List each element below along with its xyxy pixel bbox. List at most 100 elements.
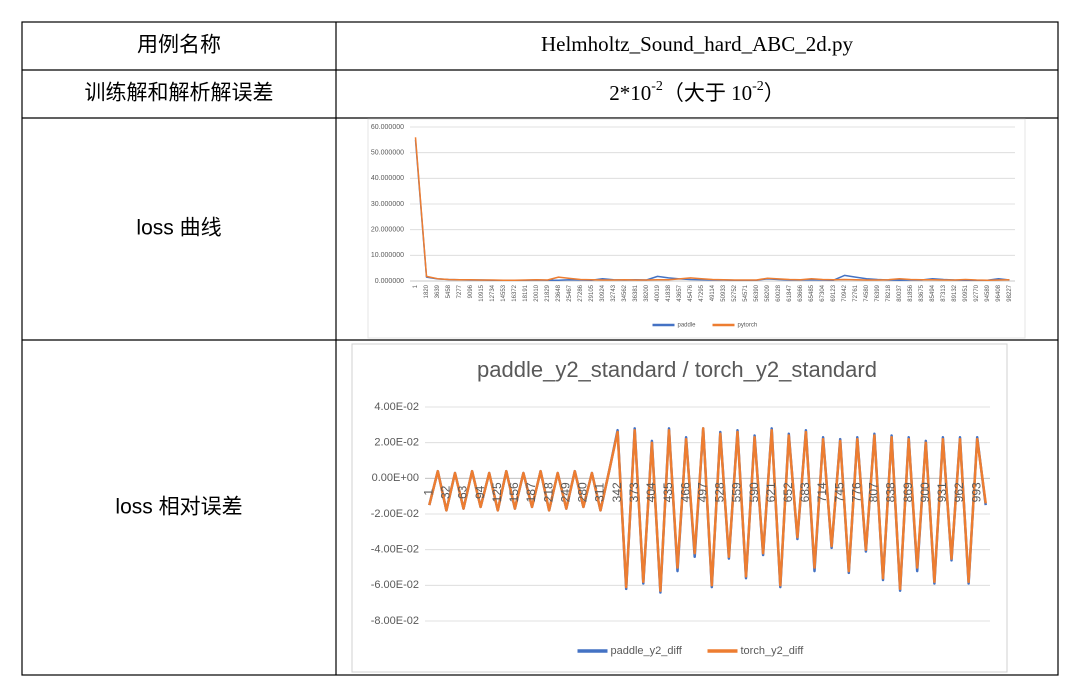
- x-tick-label: 65485: [809, 284, 815, 301]
- x-tick-label: 56390: [754, 284, 760, 301]
- x-tick-label: 83675: [919, 284, 925, 301]
- x-tick-label: 5458: [446, 284, 452, 298]
- x-tick-label: 54571: [743, 284, 749, 301]
- x-tick-label: 29105: [589, 284, 595, 301]
- x-tick-label: 218: [541, 482, 555, 502]
- x-tick-label: 559: [730, 482, 744, 502]
- text-part: （大于 10: [663, 81, 752, 105]
- legend-label: paddle: [678, 323, 697, 329]
- y-tick-label: -4.00E-02: [371, 544, 419, 556]
- x-tick-label: 714: [815, 482, 829, 502]
- x-tick-label: 776: [849, 482, 863, 502]
- x-tick-label: 36381: [633, 284, 639, 301]
- x-tick-label: 30924: [600, 284, 606, 301]
- x-tick-label: 90951: [963, 284, 969, 301]
- x-tick-label: 80037: [897, 284, 903, 301]
- x-tick-label: 683: [798, 482, 812, 502]
- x-tick-label: 45476: [688, 284, 694, 301]
- chart-frame: [351, 343, 1008, 673]
- legend-label: pytorch: [738, 323, 758, 329]
- y-tick-label: -8.00E-02: [371, 615, 419, 627]
- x-tick-label: 67304: [820, 284, 826, 301]
- x-tick-label: 27286: [578, 284, 584, 301]
- chart-frame: [367, 118, 1026, 339]
- x-tick-label: 373: [627, 482, 641, 502]
- y-tick-label: 30.000000: [371, 201, 404, 208]
- x-tick-label: 838: [884, 482, 898, 502]
- x-tick-label: 25467: [567, 284, 573, 301]
- x-tick-label: 72761: [853, 284, 859, 301]
- cell-label: loss 曲线: [136, 217, 221, 240]
- x-tick-label: 435: [661, 482, 675, 502]
- x-tick-label: 52752: [732, 284, 738, 301]
- x-tick-label: 311: [593, 482, 607, 501]
- x-tick-label: 745: [832, 482, 846, 502]
- x-tick-label: 81856: [908, 284, 914, 301]
- x-tick-label: 92770: [974, 284, 980, 301]
- x-tick-label: 32743: [611, 284, 617, 301]
- x-tick-label: 47295: [699, 284, 705, 301]
- x-tick-label: 50933: [721, 284, 727, 301]
- legend-label: torch_y2_diff: [741, 645, 805, 657]
- x-tick-label: 61847: [787, 284, 793, 301]
- y-tick-label: 0.000000: [375, 278, 404, 285]
- x-tick-label: 249: [558, 482, 572, 502]
- x-tick-label: 34562: [622, 284, 628, 301]
- x-tick-label: 1: [421, 489, 435, 496]
- y-tick-label: -6.00E-02: [371, 579, 419, 591]
- x-tick-label: 993: [969, 482, 983, 502]
- y-tick-label: 4.00E-02: [374, 401, 419, 413]
- x-tick-label: 807: [867, 482, 881, 502]
- table-frame: [21, 21, 1059, 676]
- x-tick-label: 87313: [941, 284, 947, 301]
- x-tick-label: 590: [747, 482, 761, 502]
- y-tick-label: 60.000000: [371, 124, 404, 131]
- x-tick-label: 280: [576, 482, 590, 502]
- x-tick-label: 621: [764, 482, 778, 502]
- y-tick-label: 50.000000: [371, 150, 404, 157]
- cell-label: 训练解和解析解误差: [85, 82, 274, 105]
- x-tick-label: 94: [473, 485, 487, 499]
- x-tick-label: 94589: [985, 284, 991, 301]
- table-borders: [21, 21, 1059, 676]
- legend-label: paddle_y2_diff: [611, 645, 683, 657]
- x-tick-label: 187: [524, 482, 538, 502]
- data-line: [414, 137, 1010, 281]
- y-tick-label: -2.00E-02: [371, 508, 419, 520]
- x-tick-label: 342: [610, 482, 624, 502]
- x-tick-label: 85494: [930, 284, 936, 301]
- text-part: ）: [764, 81, 785, 105]
- x-tick-label: 3639: [435, 284, 441, 298]
- x-tick-label: 49114: [710, 284, 716, 301]
- x-tick-label: 16372: [512, 284, 518, 301]
- x-tick-label: 20010: [534, 284, 540, 301]
- cell-label: 用例名称: [137, 34, 221, 57]
- y-tick-label: 10.000000: [371, 252, 404, 259]
- data-line: [428, 427, 987, 592]
- y-tick-label: 20.000000: [371, 227, 404, 234]
- cell-value: 2*10-2（大于 10-2）: [609, 79, 785, 105]
- x-tick-label: 21829: [545, 284, 551, 301]
- x-tick-label: 63: [456, 485, 470, 499]
- x-tick-label: 43657: [677, 284, 683, 301]
- x-tick-label: 89132: [952, 284, 958, 301]
- x-tick-label: 12734: [490, 284, 496, 301]
- x-tick-label: 1820: [424, 284, 430, 298]
- x-tick-label: 1: [413, 284, 419, 288]
- x-tick-label: 38200: [644, 284, 650, 301]
- superscript: -2: [651, 79, 663, 94]
- chart-title: paddle_y2_standard / torch_y2_standard: [477, 357, 877, 382]
- x-tick-label: 10915: [479, 284, 485, 301]
- x-tick-label: 125: [490, 482, 504, 502]
- x-tick-label: 98227: [1007, 284, 1013, 301]
- x-tick-label: 63666: [798, 284, 804, 301]
- text-part: 2*10: [609, 81, 651, 105]
- x-tick-label: 869: [901, 482, 915, 502]
- x-tick-label: 900: [918, 482, 932, 502]
- cell-label: loss 相对误差: [115, 496, 242, 519]
- x-tick-label: 96408: [996, 284, 1002, 301]
- x-tick-label: 60028: [776, 284, 782, 301]
- superscript: -2: [752, 79, 764, 94]
